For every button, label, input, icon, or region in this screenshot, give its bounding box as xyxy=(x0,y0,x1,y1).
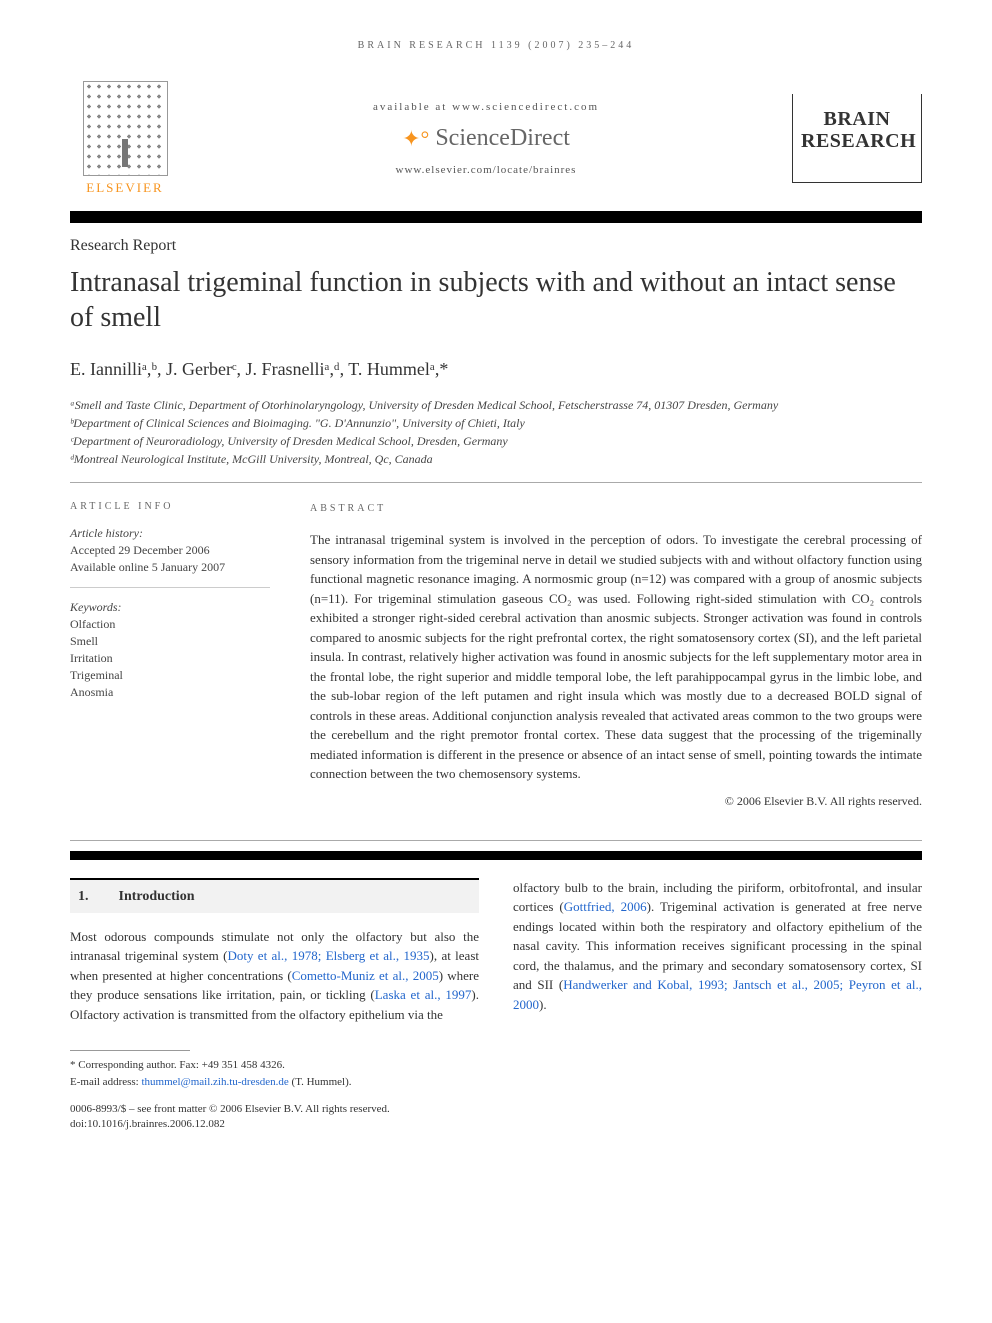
email-label: E-mail address: xyxy=(70,1076,141,1088)
running-head: BRAIN RESEARCH 1139 (2007) 235–244 xyxy=(70,40,922,51)
body-column-left: 1. Introduction Most odorous compounds s… xyxy=(70,878,479,1025)
abstract-copyright: © 2006 Elsevier B.V. All rights reserved… xyxy=(310,792,922,810)
affiliation-c: ᶜDepartment of Neuroradiology, Universit… xyxy=(70,432,922,450)
section-number: 1. xyxy=(78,886,89,907)
online-date: Available online 5 January 2007 xyxy=(70,560,270,575)
article-info-column: ARTICLE INFO Article history: Accepted 2… xyxy=(70,501,270,810)
divider-below-abstract xyxy=(70,840,922,841)
publisher-logo-block: ELSEVIER xyxy=(70,81,180,196)
citation-link[interactable]: Doty et al., 1978; Elsberg et al., 1935 xyxy=(227,948,429,963)
keyword-0: Olfaction xyxy=(70,617,270,632)
affiliations: ᵃSmell and Taste Clinic, Department of O… xyxy=(70,396,922,468)
body-columns: 1. Introduction Most odorous compounds s… xyxy=(70,878,922,1025)
footnote-separator xyxy=(70,1050,190,1051)
email-suffix: (T. Hummel). xyxy=(289,1076,352,1088)
body-column-right: olfactory bulb to the brain, including t… xyxy=(513,878,922,1025)
divider-above-info xyxy=(70,482,922,483)
journal-cover-block: BRAIN RESEARCH xyxy=(792,94,922,183)
affiliation-d: ᵈMontreal Neurological Institute, McGill… xyxy=(70,450,922,468)
article-title: Intranasal trigeminal function in subjec… xyxy=(70,265,922,335)
info-separator xyxy=(70,587,270,588)
citation-link[interactable]: Cometto-Muniz et al., 2005 xyxy=(292,968,439,983)
abstract-column: ABSTRACT The intranasal trigeminal syste… xyxy=(310,501,922,810)
citation-link[interactable]: Gottfried, 2006 xyxy=(564,899,647,914)
info-abstract-row: ARTICLE INFO Article history: Accepted 2… xyxy=(70,501,922,810)
abstract-head: ABSTRACT xyxy=(310,501,922,516)
journal-name-line1: BRAIN xyxy=(801,108,913,130)
affiliation-a: ᵃSmell and Taste Clinic, Department of O… xyxy=(70,396,922,414)
keyword-1: Smell xyxy=(70,634,270,649)
front-matter-line: 0006-8993/$ – see front matter © 2006 El… xyxy=(70,1102,922,1117)
footer-meta: 0006-8993/$ – see front matter © 2006 El… xyxy=(70,1102,922,1133)
sciencedirect-icon: ✦° xyxy=(402,126,429,152)
publisher-name: ELSEVIER xyxy=(70,180,180,196)
sciencedirect-wordmark: ScienceDirect xyxy=(435,125,570,152)
citation-link[interactable]: Laska et al., 1997 xyxy=(375,987,472,1002)
citation-link[interactable]: Handwerker and Kobal, 1993; Jantsch et a… xyxy=(513,977,922,1012)
journal-locate-url: www.elsevier.com/locate/brainres xyxy=(180,164,792,176)
email-line: E-mail address: thummel@mail.zih.tu-dres… xyxy=(70,1074,922,1091)
author-list: E. Iannilliᵃ,ᵇ, J. Gerberᶜ, J. Frasnelli… xyxy=(70,359,922,380)
footnotes: * Corresponding author. Fax: +49 351 458… xyxy=(70,1057,922,1090)
journal-name-line2: RESEARCH xyxy=(801,130,913,152)
header-band: ELSEVIER available at www.sciencedirect.… xyxy=(70,71,922,211)
header-center: available at www.sciencedirect.com ✦° Sc… xyxy=(180,101,792,176)
abstract-text: The intranasal trigeminal system is invo… xyxy=(310,530,922,784)
accepted-date: Accepted 29 December 2006 xyxy=(70,543,270,558)
section-title: Introduction xyxy=(119,886,195,907)
keyword-3: Trigeminal xyxy=(70,668,270,683)
intro-para-right: olfactory bulb to the brain, including t… xyxy=(513,878,922,1015)
sciencedirect-logo: ✦° ScienceDirect xyxy=(180,125,792,152)
keyword-2: Irritation xyxy=(70,651,270,666)
available-at-text: available at www.sciencedirect.com xyxy=(180,101,792,113)
email-link[interactable]: thummel@mail.zih.tu-dresden.de xyxy=(141,1076,288,1088)
keyword-4: Anosmia xyxy=(70,685,270,700)
keywords-label: Keywords: xyxy=(70,600,270,615)
history-label: Article history: xyxy=(70,526,270,541)
doi-line: doi:10.1016/j.brainres.2006.12.082 xyxy=(70,1117,922,1132)
intro-para-left: Most odorous compounds stimulate not onl… xyxy=(70,927,479,1025)
section-1-heading: 1. Introduction xyxy=(70,878,479,913)
article-info-head: ARTICLE INFO xyxy=(70,501,270,512)
corresponding-author: * Corresponding author. Fax: +49 351 458… xyxy=(70,1057,922,1074)
divider-bar-section xyxy=(70,851,922,860)
elsevier-tree-icon xyxy=(83,81,168,176)
affiliation-b: ᵇDepartment of Clinical Sciences and Bio… xyxy=(70,414,922,432)
divider-bar-top xyxy=(70,211,922,223)
article-type: Research Report xyxy=(70,237,922,255)
text-fragment: ). xyxy=(539,997,547,1012)
